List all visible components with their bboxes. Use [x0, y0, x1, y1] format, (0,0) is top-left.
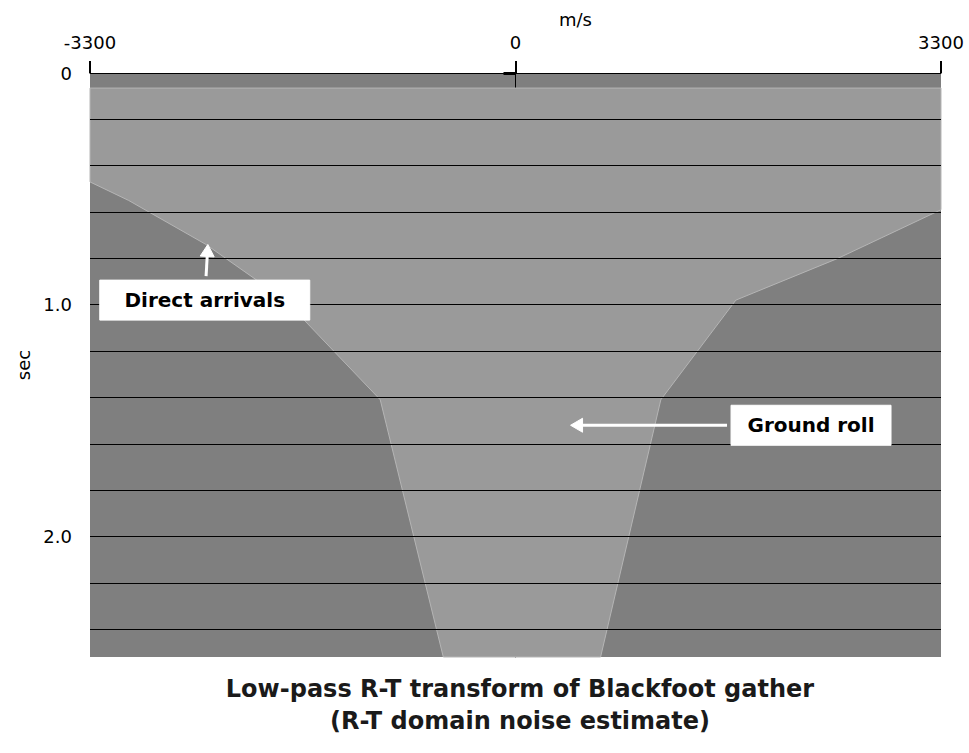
svg-text:m/s: m/s	[559, 9, 592, 30]
svg-text:Low-pass R-T transform of Blac: Low-pass R-T transform of Blackfoot gath…	[226, 675, 815, 703]
svg-text:1.0: 1.0	[43, 294, 72, 315]
svg-text:(R-T domain noise estimate): (R-T domain noise estimate)	[330, 707, 710, 735]
svg-text:2.0: 2.0	[43, 526, 72, 547]
svg-text:Ground roll: Ground roll	[747, 413, 874, 437]
svg-text:0: 0	[510, 32, 521, 53]
svg-text:sec: sec	[13, 350, 34, 380]
svg-text:-3300: -3300	[64, 32, 116, 53]
svg-text:Direct arrivals: Direct arrivals	[124, 288, 285, 312]
svg-text:0: 0	[61, 63, 72, 84]
svg-text:3300: 3300	[918, 32, 964, 53]
